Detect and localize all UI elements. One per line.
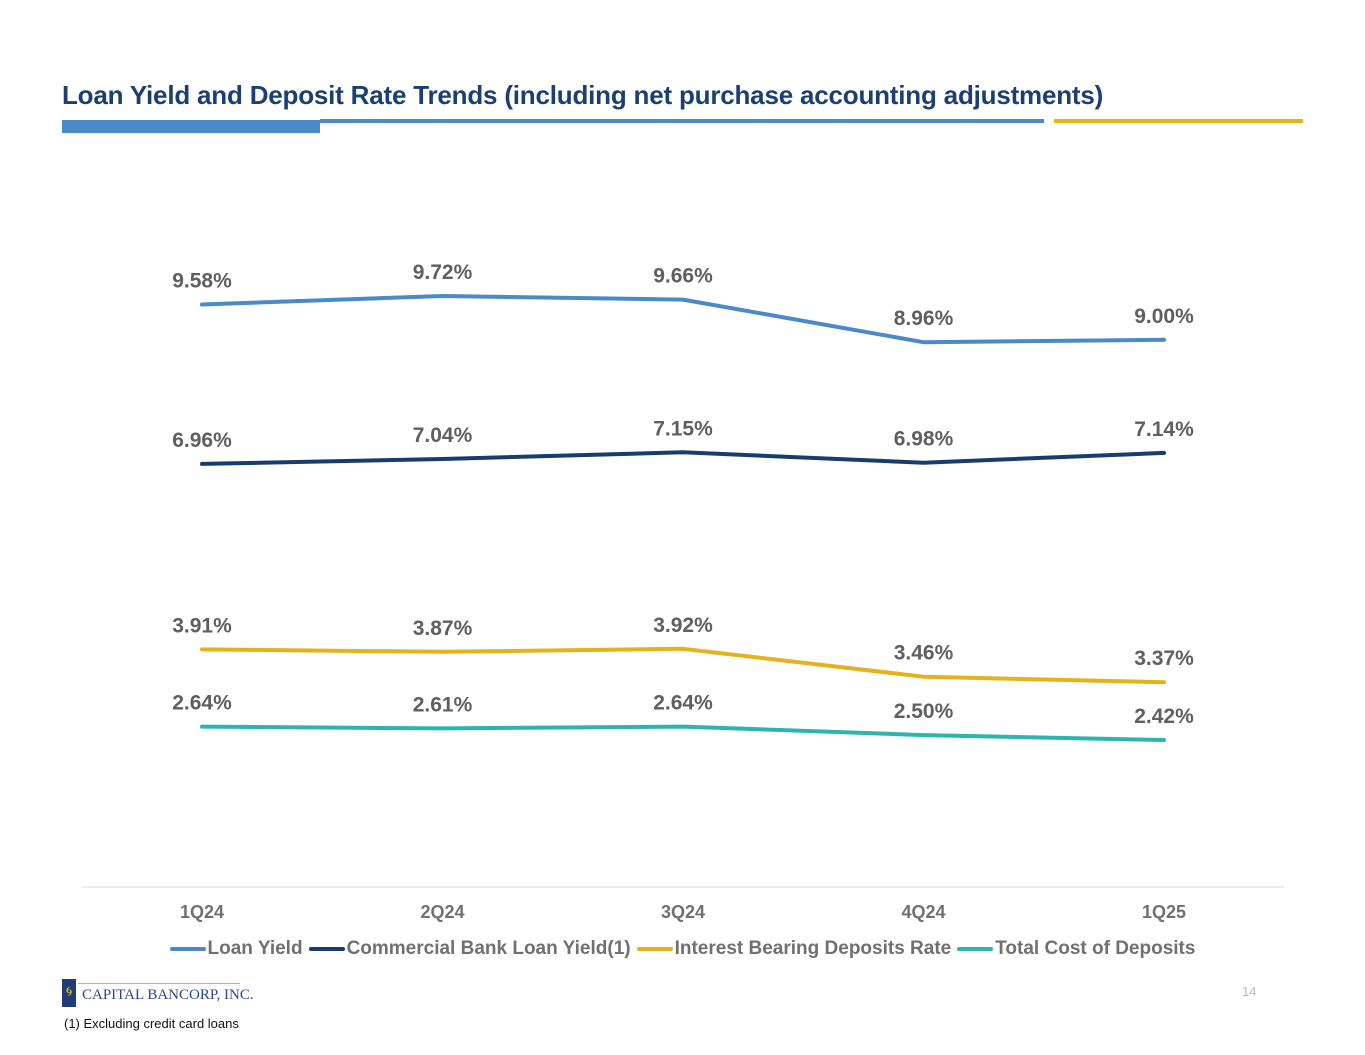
series-line-loan-yield: [200, 294, 1166, 345]
data-label: 8.96%: [894, 307, 954, 330]
data-label: 7.04%: [413, 424, 473, 447]
data-labels-layer: 9.58% 9.72% 9.66% 8.96% 9.00% 6.96% 7.04% 7.15%…: [172, 261, 1194, 728]
data-label: 9.00%: [1134, 305, 1194, 328]
data-label: 6.98%: [894, 428, 954, 451]
legend-label: Total Cost of Deposits: [995, 938, 1196, 959]
data-label: 2.61%: [413, 693, 473, 716]
data-label: 3.92%: [653, 614, 713, 637]
data-label: 2.42%: [1134, 705, 1194, 728]
legend-swatch: [308, 947, 345, 951]
x-tick-labels: 1Q24 2Q24 3Q24 4Q24 1Q25: [180, 902, 1186, 922]
x-tick-label: 2Q24: [420, 902, 464, 922]
series-layer: [200, 294, 1166, 742]
page-title: Loan Yield and Deposit Rate Trends (incl…: [62, 80, 1104, 110]
legend-label: Commercial Bank Loan Yield(1): [346, 938, 631, 959]
legend-swatch: [957, 947, 994, 951]
legend-item: Loan Yield: [169, 938, 303, 960]
x-tick-label: 3Q24: [661, 902, 705, 922]
legend-label: Interest Bearing Deposits Rate: [674, 938, 952, 959]
x-tick-label: 1Q24: [180, 902, 224, 922]
chart-legend: Loan Yield Commercial Bank Loan Yield(1) I…: [0, 938, 1365, 960]
logo-mark: 🌀︎: [62, 979, 76, 1007]
legend-item: Commercial Bank Loan Yield(1): [308, 938, 631, 960]
title-underline-accent: [62, 120, 320, 133]
data-label: 2.64%: [172, 692, 232, 715]
company-logo: 🌀︎ CAPITAL BANCORP, INC.: [62, 979, 254, 1007]
data-label: 9.58%: [172, 270, 232, 293]
x-tick-label: 1Q25: [1142, 902, 1186, 922]
data-label: 9.66%: [653, 265, 713, 288]
series-line-interest-bearing-deposits-rate: [200, 646, 1166, 685]
data-label: 6.96%: [172, 429, 232, 452]
logo-text: CAPITAL BANCORP, INC.: [82, 987, 254, 1003]
data-label: 3.46%: [894, 642, 954, 665]
legend-swatch: [636, 947, 673, 951]
footnote: (1) Excluding credit card loans: [64, 1016, 239, 1031]
logo-rule: [78, 983, 240, 984]
legend-item: Total Cost of Deposits: [957, 938, 1195, 960]
legend-swatch: [169, 947, 206, 951]
legend-item: Interest Bearing Deposits Rate: [636, 938, 952, 960]
line-chart: 9.58% 9.72% 9.66% 8.96% 9.00% 6.96% 7.04% 7.15%…: [82, 261, 1284, 922]
data-label: 2.64%: [653, 692, 713, 715]
data-label: 2.50%: [894, 700, 954, 723]
data-label: 3.37%: [1134, 647, 1194, 670]
data-label: 7.14%: [1134, 418, 1194, 441]
data-label: 3.87%: [413, 617, 473, 640]
data-label: 3.91%: [172, 614, 232, 637]
series-line-total-cost-of-deposits: [200, 724, 1166, 742]
data-label: 7.15%: [653, 417, 713, 440]
title-underline-gold: [1054, 119, 1303, 123]
x-tick-label: 4Q24: [901, 902, 945, 922]
page-number: 14: [1242, 984, 1257, 999]
data-label: 9.72%: [413, 261, 473, 284]
legend-label: Loan Yield: [207, 938, 303, 959]
swirl-icon: 🌀︎: [65, 984, 73, 1000]
title-underline-blue: [320, 119, 1044, 123]
series-line-commercial-bank-loan-yield-1: [200, 450, 1166, 466]
